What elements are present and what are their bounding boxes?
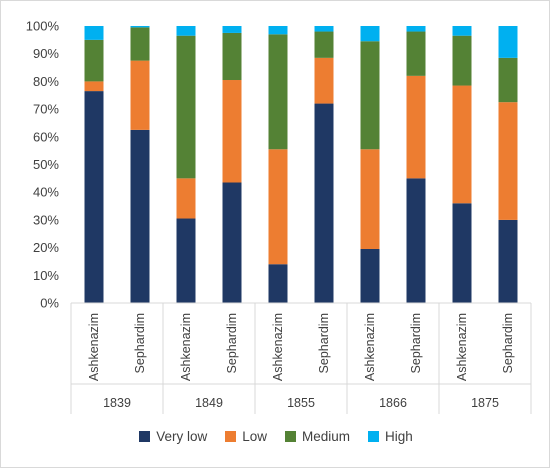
bar-segment-high [498, 26, 518, 58]
bar-segment-low [176, 178, 196, 219]
bar-segment-high [268, 26, 288, 35]
bar-segment-very-low [84, 91, 104, 303]
legend-swatch [368, 430, 380, 442]
y-tick-label: 50% [33, 157, 59, 172]
legend-item-low: Low [225, 429, 267, 444]
bar-segment-very-low [406, 178, 426, 303]
bar-segment-high [130, 26, 150, 28]
legend-label: Low [242, 428, 267, 444]
bar-segment-medium [130, 27, 150, 61]
bar-segment-low [498, 102, 518, 220]
bar-segment-high [452, 26, 472, 36]
bar-segment-low [84, 81, 104, 92]
bar-segment-medium [176, 35, 196, 179]
y-tick-label: 90% [33, 46, 59, 61]
y-tick-label: 40% [33, 185, 59, 200]
y-tick-label: 80% [33, 74, 59, 89]
bar-segment-medium [268, 34, 288, 150]
bar-segment-medium [360, 41, 380, 150]
bar-segment-high [222, 26, 242, 33]
bar-segment-low [406, 75, 426, 179]
bar-segment-very-low [268, 264, 288, 303]
legend-label: Medium [302, 428, 351, 444]
bar-segment-very-low [130, 129, 150, 303]
bar-segment-high [84, 26, 104, 40]
bar-segment-very-low [498, 219, 518, 303]
bar-segment-very-low [360, 248, 380, 303]
y-tick-label: 10% [33, 268, 59, 283]
legend: Very low Low Medium High [1, 425, 550, 447]
bar-segment-low [314, 57, 334, 104]
bar-segment-very-low [452, 203, 472, 303]
legend-label: High [385, 428, 413, 444]
legend-swatch [139, 430, 151, 442]
y-tick-label: 100% [26, 19, 60, 34]
x-group-label: 1839 [103, 396, 131, 410]
bar-segment-medium [452, 35, 472, 86]
y-tick-label: 0% [40, 296, 59, 311]
bar-segment-medium [314, 31, 334, 58]
bar-segment-low [360, 149, 380, 249]
x-group-label: 1875 [471, 396, 499, 410]
x-group-label: 1866 [379, 396, 407, 410]
x-group-label: 1855 [287, 396, 315, 410]
bar-segment-low [268, 149, 288, 265]
legend-label: Very low [156, 428, 208, 444]
x-category-label: Sephardim [501, 313, 515, 373]
bar-segment-medium [84, 39, 104, 82]
stacked-bar-chart: 0% 10% 20% 30% 40% 50% 60% 70% 80% 90% 100% Ashkena… [26, 19, 532, 414]
x-category-label: Ashkenazim [363, 313, 377, 381]
y-tick-label: 70% [33, 102, 59, 117]
x-category-label: Ashkenazim [87, 313, 101, 381]
bar-segment-medium [406, 31, 426, 76]
bar-segment-low [130, 60, 150, 130]
legend-swatch [285, 430, 296, 442]
bar-segment-very-low [176, 218, 196, 303]
x-category-label: Sephardim [409, 313, 423, 373]
y-tick-label: 60% [33, 129, 59, 144]
x-category-label: Ashkenazim [179, 313, 193, 381]
legend-swatch [225, 430, 237, 442]
bar-segment-medium [222, 32, 242, 81]
legend-item-medium: Medium [285, 429, 350, 444]
legend-item-very-low: Very low [139, 429, 207, 444]
legend-item-high: High [368, 429, 413, 444]
bar-segment-high [176, 26, 196, 36]
x-category-label: Sephardim [317, 313, 331, 373]
bar-segment-high [406, 26, 426, 32]
bar-segment-low [222, 80, 242, 183]
bar-segment-very-low [314, 103, 334, 303]
x-category-label: Sephardim [133, 313, 147, 373]
x-category-label: Sephardim [225, 313, 239, 373]
x-group-label: 1849 [195, 396, 223, 410]
bar-segment-high [360, 26, 380, 42]
bar-segment-high [314, 26, 334, 32]
bar-segment-very-low [222, 182, 242, 303]
x-category-label: Ashkenazim [455, 313, 469, 381]
y-tick-label: 30% [33, 212, 59, 227]
y-tick-label: 20% [33, 240, 59, 255]
x-category-label: Ashkenazim [271, 313, 285, 381]
bar-segment-medium [498, 57, 518, 103]
bar-segment-low [452, 85, 472, 204]
